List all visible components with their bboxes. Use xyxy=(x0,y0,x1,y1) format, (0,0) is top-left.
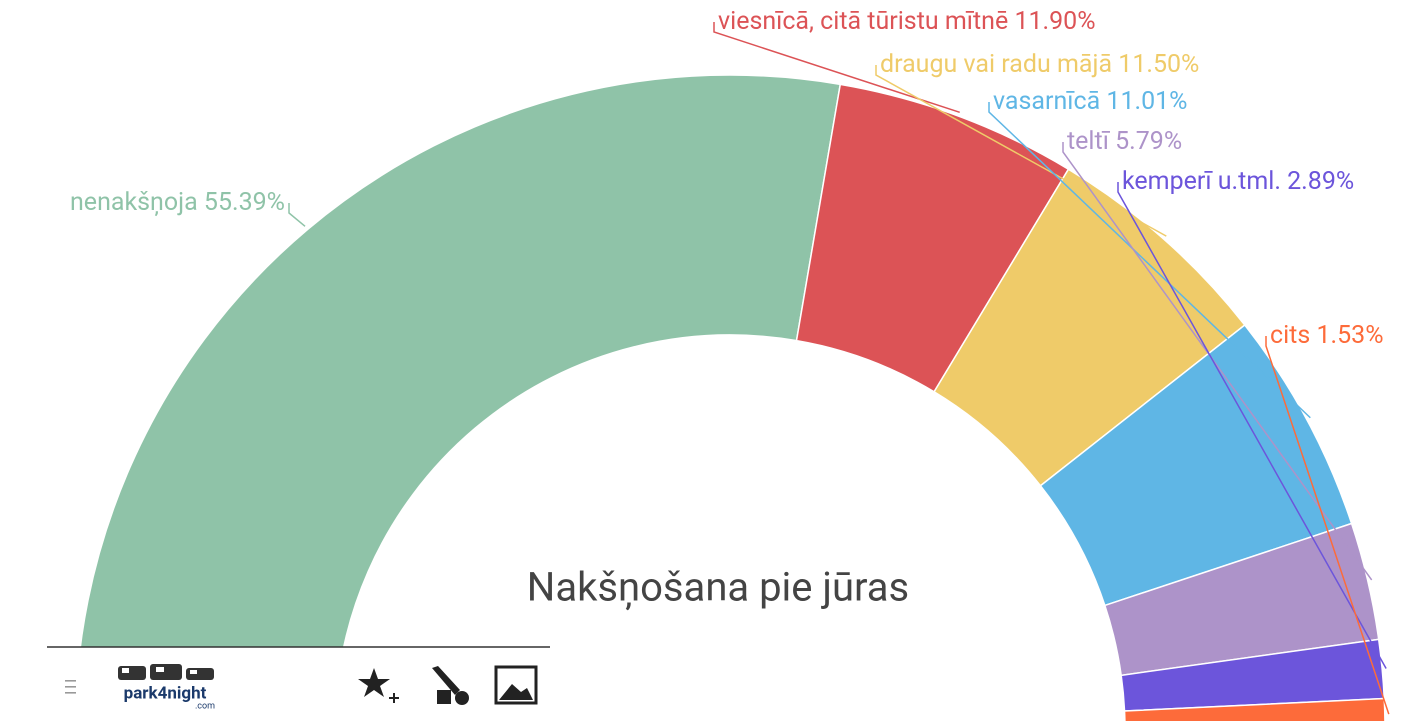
value-label: 55.39% xyxy=(204,188,285,217)
slice-label: viesnīcā, citā tūristu mītnē 11.90% xyxy=(718,7,1096,36)
edit-icon[interactable] xyxy=(432,666,469,705)
menu-icon[interactable] xyxy=(65,680,76,694)
value-label: 11.01% xyxy=(1106,87,1187,116)
logo-icons[interactable] xyxy=(118,664,214,680)
leader-line xyxy=(988,102,1311,419)
category-label: draugu vai radu mājā xyxy=(880,50,1112,79)
slice xyxy=(74,74,842,721)
labels: nenakšņoja 55.39% viesnīcā, citā tūristu … xyxy=(70,7,1390,715)
category-label: vasarnīcā xyxy=(993,87,1100,116)
logo[interactable]: park4night xyxy=(124,683,207,703)
slice-label: draugu vai radu mājā 11.50% xyxy=(880,50,1199,79)
category-label: nenakšņoja xyxy=(70,188,198,217)
toolbar: park4night .com xyxy=(47,646,550,721)
slice-label: nenakšņoja 55.39% xyxy=(70,188,285,217)
slice-label: teltī 5.79% xyxy=(1067,127,1182,156)
category-label: teltī xyxy=(1067,127,1111,156)
slice-label: cits 1.53% xyxy=(1270,321,1384,350)
value-label: 2.89% xyxy=(1287,167,1354,196)
value-label: 11.90% xyxy=(1014,7,1095,36)
chart-title: Nakšņošana pie jūras xyxy=(527,564,909,611)
leader-line xyxy=(875,65,1167,237)
image-icon[interactable] xyxy=(494,665,538,705)
category-label: viesnīcā, citā tūristu mītnē xyxy=(718,7,1008,36)
add-favorite-icon[interactable] xyxy=(358,668,399,703)
slice xyxy=(1123,697,1386,721)
leader-line xyxy=(713,22,960,114)
value-label: 5.79% xyxy=(1115,127,1182,156)
slice-label: kemperī u.tml. 2.89% xyxy=(1122,167,1354,196)
leader-line xyxy=(288,203,306,227)
leader-line xyxy=(1117,182,1387,669)
logo-suffix: .com xyxy=(195,701,215,711)
category-label: kemperī u.tml. xyxy=(1122,167,1281,196)
leader-line xyxy=(1265,336,1390,715)
toolbar-bg xyxy=(47,647,550,721)
value-label: 11.50% xyxy=(1118,50,1199,79)
leader-line xyxy=(1062,142,1373,581)
category-label: cits xyxy=(1270,321,1310,350)
value-label: 1.53% xyxy=(1316,321,1383,350)
slice-label: vasarnīcā 11.01% xyxy=(993,87,1188,116)
slices xyxy=(74,74,1386,721)
